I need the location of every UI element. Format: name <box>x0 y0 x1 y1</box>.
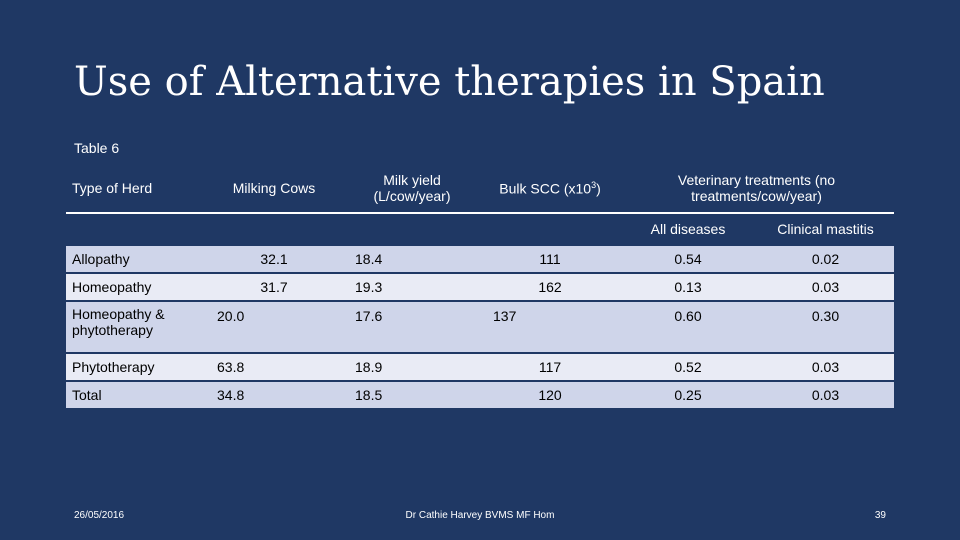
footer-date: 26/05/2016 <box>74 510 125 521</box>
cell-scc: 162 <box>481 272 619 301</box>
header-type-of-herd: Type of Herd <box>72 180 153 196</box>
cell-yield: 17.6 <box>343 300 481 353</box>
cell-mastitis: 0.03 <box>757 380 895 408</box>
header-bulk-scc: Bulk SCC (x103) <box>499 179 601 197</box>
cell-type: Total <box>66 380 205 408</box>
cell-scc: 137 <box>481 300 619 353</box>
cell-all-diseases: 0.25 <box>619 380 757 408</box>
header-vet-treatments: Veterinary treatments (no treatments/cow… <box>677 172 836 204</box>
cell-scc: 120 <box>481 380 619 408</box>
cell-yield: 18.5 <box>343 380 481 408</box>
cell-scc: 117 <box>481 352 619 381</box>
table-row: Homeopathy & phytotherapy 20.0 17.6 137 … <box>66 300 895 353</box>
cell-all-diseases: 0.52 <box>619 352 757 381</box>
footer-author: Dr Cathie Harvey BVMS MF Hom <box>405 510 555 521</box>
cell-all-diseases: 0.13 <box>619 272 757 301</box>
cell-yield: 19.3 <box>343 272 481 301</box>
header-clinical-mastitis: Clinical mastitis <box>757 212 895 245</box>
cell-type: Homeopathy <box>66 272 205 301</box>
subheader-row: All diseases Clinical mastitis <box>66 212 895 245</box>
cell-yield: 18.9 <box>343 352 481 381</box>
header-row: Type of Herd Milking Cows Milk yield (L/… <box>66 164 894 213</box>
cell-type: Allopathy <box>66 244 205 273</box>
subheader-blank <box>66 212 619 245</box>
cell-mastitis: 0.03 <box>757 272 895 301</box>
table-row: Total 34.8 18.5 120 0.25 0.03 <box>66 380 895 408</box>
header-milk-yield: Milk yield (L/cow/year) <box>373 172 451 204</box>
table-row: Phytotherapy 63.8 18.9 117 0.52 0.03 <box>66 352 895 381</box>
cell-scc: 111 <box>481 244 619 273</box>
cell-mastitis: 0.03 <box>757 352 895 381</box>
table-row: Homeopathy 31.7 19.3 162 0.13 0.03 <box>66 272 895 301</box>
cell-cows: 34.8 <box>205 380 343 408</box>
slide-title: Use of Alternative therapies in Spain <box>74 59 825 105</box>
table-caption: Table 6 <box>74 140 120 156</box>
table-row: Allopathy 32.1 18.4 111 0.54 0.02 <box>66 244 895 273</box>
cell-mastitis: 0.02 <box>757 244 895 273</box>
cell-cows: 32.1 <box>205 244 343 273</box>
cell-mastitis: 0.30 <box>757 300 895 353</box>
cell-yield: 18.4 <box>343 244 481 273</box>
footer-page-number: 39 <box>874 510 886 521</box>
cell-cows: 20.0 <box>205 300 343 353</box>
cell-cows: 31.7 <box>205 272 343 301</box>
cell-all-diseases: 0.60 <box>619 300 757 353</box>
cell-type: Phytotherapy <box>66 352 205 381</box>
header-milking-cows: Milking Cows <box>232 180 316 196</box>
cell-type: Homeopathy & phytotherapy <box>66 300 205 353</box>
cell-all-diseases: 0.54 <box>619 244 757 273</box>
header-all-diseases: All diseases <box>619 212 757 245</box>
cell-cows: 63.8 <box>205 352 343 381</box>
data-table: Type of Herd Milking Cows Milk yield (L/… <box>66 164 895 408</box>
